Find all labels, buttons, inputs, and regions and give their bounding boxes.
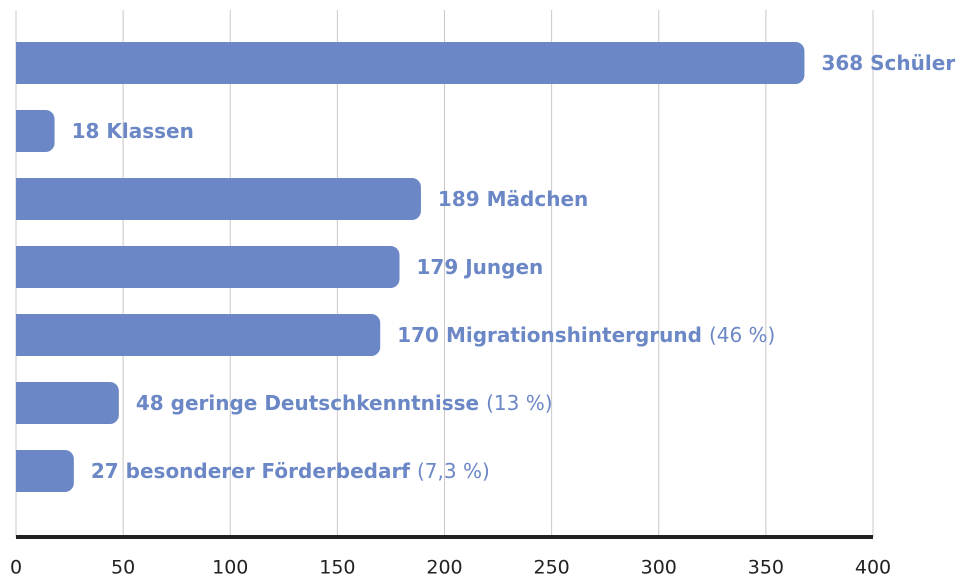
- bar: [16, 110, 55, 152]
- bar: [16, 178, 421, 220]
- value-label: 368: [821, 51, 863, 75]
- bar-label: 48 geringe Deutschkenntnisse (13 %): [136, 391, 553, 415]
- x-tick-label: 0: [10, 557, 22, 579]
- category-label: Mädchen: [487, 187, 589, 211]
- x-tick-label: 350: [748, 557, 784, 579]
- share-label: (7,3 %): [417, 459, 490, 483]
- x-tick-label: 250: [533, 557, 569, 579]
- bar-label: 368 Schüler: [821, 51, 955, 75]
- x-tick-label: 400: [855, 557, 891, 579]
- bar-label: 27 besonderer Förderbedarf (7,3 %): [91, 459, 490, 483]
- x-tick-label: 200: [426, 557, 462, 579]
- bar-label: 189 Mädchen: [438, 187, 588, 211]
- value-label: 48: [136, 391, 164, 415]
- category-label: Klassen: [106, 119, 193, 143]
- category-label: Migrationshintergrund: [446, 323, 702, 347]
- x-tick-label: 150: [319, 557, 355, 579]
- value-label: 179: [417, 255, 459, 279]
- value-label: 18: [72, 119, 100, 143]
- x-tick-label: 100: [212, 557, 248, 579]
- category-label: Jungen: [463, 255, 543, 279]
- bar-label: 170 Migrationshintergrund (46 %): [397, 323, 775, 347]
- category-label: Schüler: [870, 51, 955, 75]
- bar: [16, 450, 74, 492]
- bar: [16, 246, 400, 288]
- category-label: geringe Deutschkenntnisse: [171, 391, 479, 415]
- category-label: besonderer Förderbedarf: [126, 459, 411, 483]
- share-label: (13 %): [486, 391, 552, 415]
- value-label: 189: [438, 187, 480, 211]
- x-tick-label: 300: [641, 557, 677, 579]
- value-label: 170: [397, 323, 439, 347]
- bar: [16, 314, 381, 356]
- bar-label: 179 Jungen: [417, 255, 544, 279]
- share-label: (46 %): [709, 323, 775, 347]
- bar-label: 18 Klassen: [72, 119, 194, 143]
- value-label: 27: [91, 459, 119, 483]
- x-tick-label: 50: [111, 557, 135, 579]
- bar: [16, 382, 119, 424]
- bar: [16, 42, 805, 84]
